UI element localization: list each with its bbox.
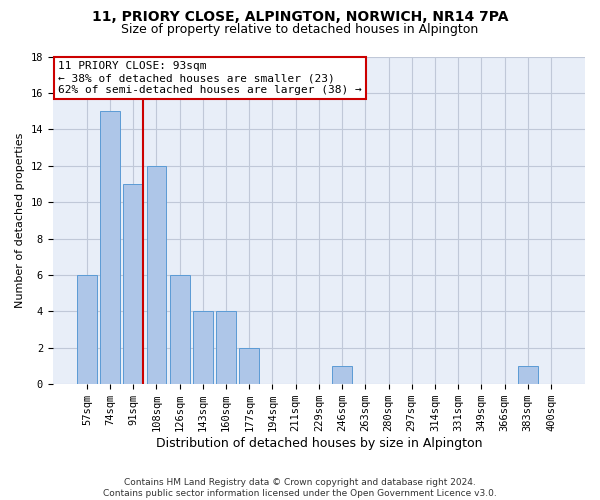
Bar — [518, 366, 538, 384]
Bar — [100, 111, 120, 384]
X-axis label: Distribution of detached houses by size in Alpington: Distribution of detached houses by size … — [155, 437, 482, 450]
Bar — [332, 366, 352, 384]
Bar — [124, 184, 143, 384]
Bar — [216, 312, 236, 384]
Y-axis label: Number of detached properties: Number of detached properties — [15, 132, 25, 308]
Bar — [146, 166, 166, 384]
Bar — [77, 275, 97, 384]
Text: Contains HM Land Registry data © Crown copyright and database right 2024.
Contai: Contains HM Land Registry data © Crown c… — [103, 478, 497, 498]
Bar — [170, 275, 190, 384]
Text: 11, PRIORY CLOSE, ALPINGTON, NORWICH, NR14 7PA: 11, PRIORY CLOSE, ALPINGTON, NORWICH, NR… — [92, 10, 508, 24]
Text: 11 PRIORY CLOSE: 93sqm
← 38% of detached houses are smaller (23)
62% of semi-det: 11 PRIORY CLOSE: 93sqm ← 38% of detached… — [58, 62, 362, 94]
Bar — [193, 312, 213, 384]
Bar — [239, 348, 259, 384]
Text: Size of property relative to detached houses in Alpington: Size of property relative to detached ho… — [121, 22, 479, 36]
